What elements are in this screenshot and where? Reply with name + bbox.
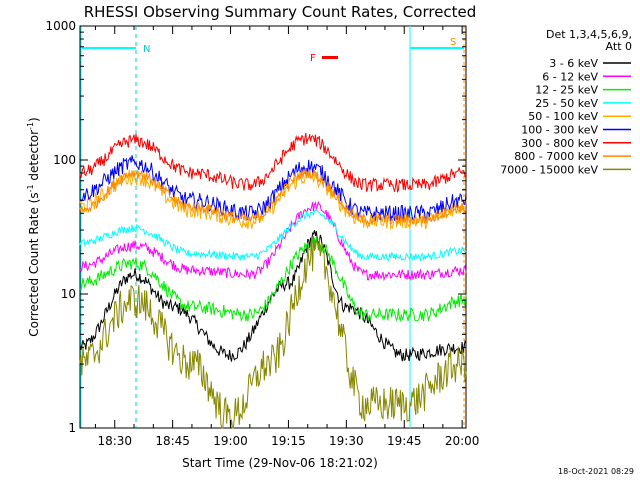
y-axis-label: Corrected Count Rate (s-1 detector-1) <box>26 117 41 336</box>
plot-frame <box>79 25 467 429</box>
series-line <box>79 168 467 226</box>
legend-label: 7000 - 15000 keV <box>500 163 598 176</box>
chart-title: RHESSI Observing Summary Count Rates, Co… <box>84 3 477 21</box>
legend-header-1: Det 1,3,4,5,6,9, <box>546 28 632 41</box>
legend-label: 800 - 7000 keV <box>514 150 598 163</box>
series-layer <box>79 132 467 429</box>
legend-label: 12 - 25 keV <box>535 84 598 97</box>
x-tick-label: 19:45 <box>387 434 422 448</box>
legend-label: 50 - 100 keV <box>528 110 598 123</box>
series-line <box>79 200 467 282</box>
x-axis-label: Start Time (29-Nov-06 18:21:02) <box>182 456 378 470</box>
legend-label: 100 - 300 keV <box>521 124 598 137</box>
series-line <box>79 132 467 193</box>
axis-layer: 1 10 100 1000 18:30 18:45 19:00 19:15 19:30 19:45… <box>45 19 479 448</box>
y-tick-label: 10 <box>61 287 76 301</box>
y-tick-label: 1 <box>68 421 76 435</box>
series-line <box>79 235 467 429</box>
x-tick-label: 19:15 <box>271 434 306 448</box>
x-tick-label: 20:00 <box>445 434 480 448</box>
legend-label: 3 - 6 keV <box>549 57 598 70</box>
series-line <box>79 155 467 222</box>
footer-timestamp: 18-Oct-2021 08:29 <box>558 467 634 476</box>
x-tick-label: 19:30 <box>329 434 364 448</box>
marker-f-bar <box>322 56 338 59</box>
marker-f: F <box>310 53 316 64</box>
y-tick-label: 100 <box>53 153 76 167</box>
legend-label: 300 - 800 keV <box>521 137 598 150</box>
legend-header-2: Att 0 <box>606 40 632 53</box>
series-line <box>79 237 467 323</box>
legend-label: 25 - 50 keV <box>535 97 598 110</box>
series-line <box>79 169 467 231</box>
x-tick-label: 19:00 <box>213 434 248 448</box>
marker-n: N <box>143 44 150 55</box>
legend-label: 6 - 12 keV <box>542 70 598 83</box>
series-line <box>79 208 467 263</box>
x-tick-label: 18:45 <box>155 434 190 448</box>
x-tick-label: 18:30 <box>97 434 132 448</box>
y-tick-label: 1000 <box>45 19 76 33</box>
marker-s: S <box>450 37 456 48</box>
